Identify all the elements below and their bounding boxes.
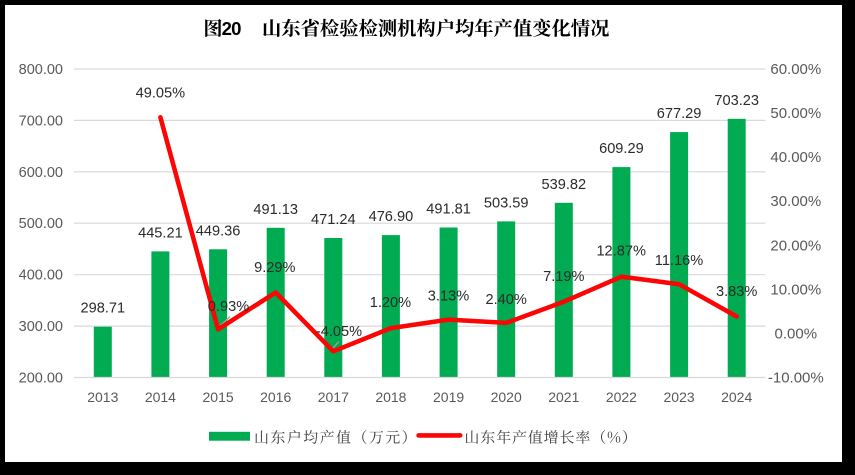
svg-text:49.05%: 49.05% (136, 86, 186, 102)
svg-text:30.00%: 30.00% (770, 193, 821, 210)
svg-text:2.40%: 2.40% (486, 292, 527, 308)
svg-text:491.13: 491.13 (253, 202, 298, 218)
svg-text:200.00: 200.00 (19, 371, 63, 387)
svg-text:609.29: 609.29 (599, 141, 644, 157)
svg-text:-10.00%: -10.00% (768, 370, 824, 387)
svg-text:50.00%: 50.00% (770, 105, 821, 122)
svg-text:2021: 2021 (548, 389, 579, 405)
svg-text:7.19%: 7.19% (543, 269, 584, 285)
svg-text:300.00: 300.00 (19, 319, 63, 335)
svg-text:2013: 2013 (87, 389, 118, 405)
svg-text:2017: 2017 (318, 389, 349, 405)
svg-text:-4.05%: -4.05% (316, 324, 362, 340)
svg-text:2020: 2020 (491, 389, 522, 405)
svg-text:3.13%: 3.13% (428, 289, 469, 305)
svg-text:2024: 2024 (721, 389, 752, 405)
svg-text:449.36: 449.36 (196, 223, 241, 239)
svg-text:800.00: 800.00 (19, 62, 63, 78)
svg-text:40.00%: 40.00% (770, 149, 821, 166)
svg-text:0.93%: 0.93% (208, 299, 249, 315)
svg-text:703.23: 703.23 (714, 93, 759, 109)
svg-text:445.21: 445.21 (138, 225, 183, 241)
svg-text:9.29%: 9.29% (254, 260, 295, 276)
svg-text:20: 20 (222, 18, 242, 39)
svg-text:2018: 2018 (375, 389, 406, 405)
svg-text:539.82: 539.82 (541, 177, 586, 193)
svg-text:11.16%: 11.16% (655, 253, 703, 269)
svg-text:2014: 2014 (145, 389, 176, 405)
svg-text:700.00: 700.00 (19, 113, 63, 129)
svg-text:2022: 2022 (606, 389, 637, 405)
svg-text:60.00%: 60.00% (770, 61, 821, 78)
svg-text:20.00%: 20.00% (770, 237, 821, 254)
svg-text:500.00: 500.00 (19, 216, 63, 232)
svg-text:677.29: 677.29 (657, 106, 702, 122)
svg-text:491.81: 491.81 (426, 202, 471, 218)
svg-text:2016: 2016 (260, 389, 291, 405)
svg-text:298.71: 298.71 (80, 301, 125, 317)
svg-text:10.00%: 10.00% (770, 281, 821, 298)
svg-text:471.24: 471.24 (311, 212, 356, 228)
svg-text:1.20%: 1.20% (370, 295, 411, 311)
svg-text:2019: 2019 (433, 389, 464, 405)
svg-text:12.87%: 12.87% (596, 244, 646, 260)
svg-text:2023: 2023 (664, 389, 695, 405)
svg-text:0.00%: 0.00% (775, 325, 818, 342)
svg-text:2015: 2015 (203, 389, 234, 405)
svg-text:476.90: 476.90 (369, 209, 414, 225)
svg-text:400.00: 400.00 (19, 268, 63, 284)
svg-text:600.00: 600.00 (19, 165, 63, 181)
svg-text:3.83%: 3.83% (716, 284, 757, 300)
svg-text:503.59: 503.59 (484, 195, 529, 211)
